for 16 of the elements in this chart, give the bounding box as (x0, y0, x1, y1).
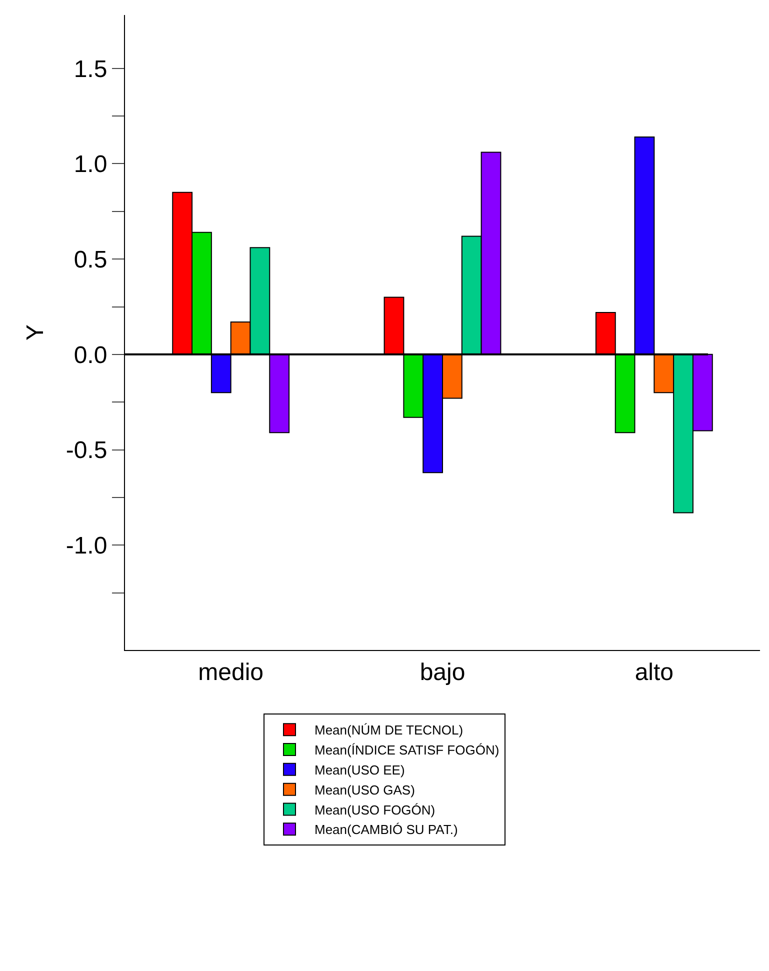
legend-label: Mean(CAMBIÓ SU PAT.) (314, 822, 458, 838)
legend-label: Mean(ÍNDICE SATISF FOGÓN) (314, 742, 500, 758)
x-tick-label: alto (634, 658, 674, 686)
x-tick-label: medio (198, 658, 264, 686)
y-tick-label: 1.0 (74, 151, 108, 178)
legend-label: Mean(USO EE) (314, 762, 405, 778)
legend-label: Mean(USO FOGÓN) (314, 802, 436, 818)
y-tick-label: 1.5 (74, 56, 108, 83)
legend-label: Mean(NÚM DE TECNOL) (314, 722, 464, 738)
y-axis-title: Y (22, 324, 49, 341)
text: -1.0 (66, 532, 108, 560)
y-tick-label: 0.5 (74, 246, 108, 274)
y-tick-label: -0.5 (66, 437, 108, 464)
legend-label: Mean(USO GAS) (314, 782, 415, 798)
x-tick-label: bajo (420, 658, 466, 686)
y-tick-label: 0.0 (74, 342, 108, 369)
